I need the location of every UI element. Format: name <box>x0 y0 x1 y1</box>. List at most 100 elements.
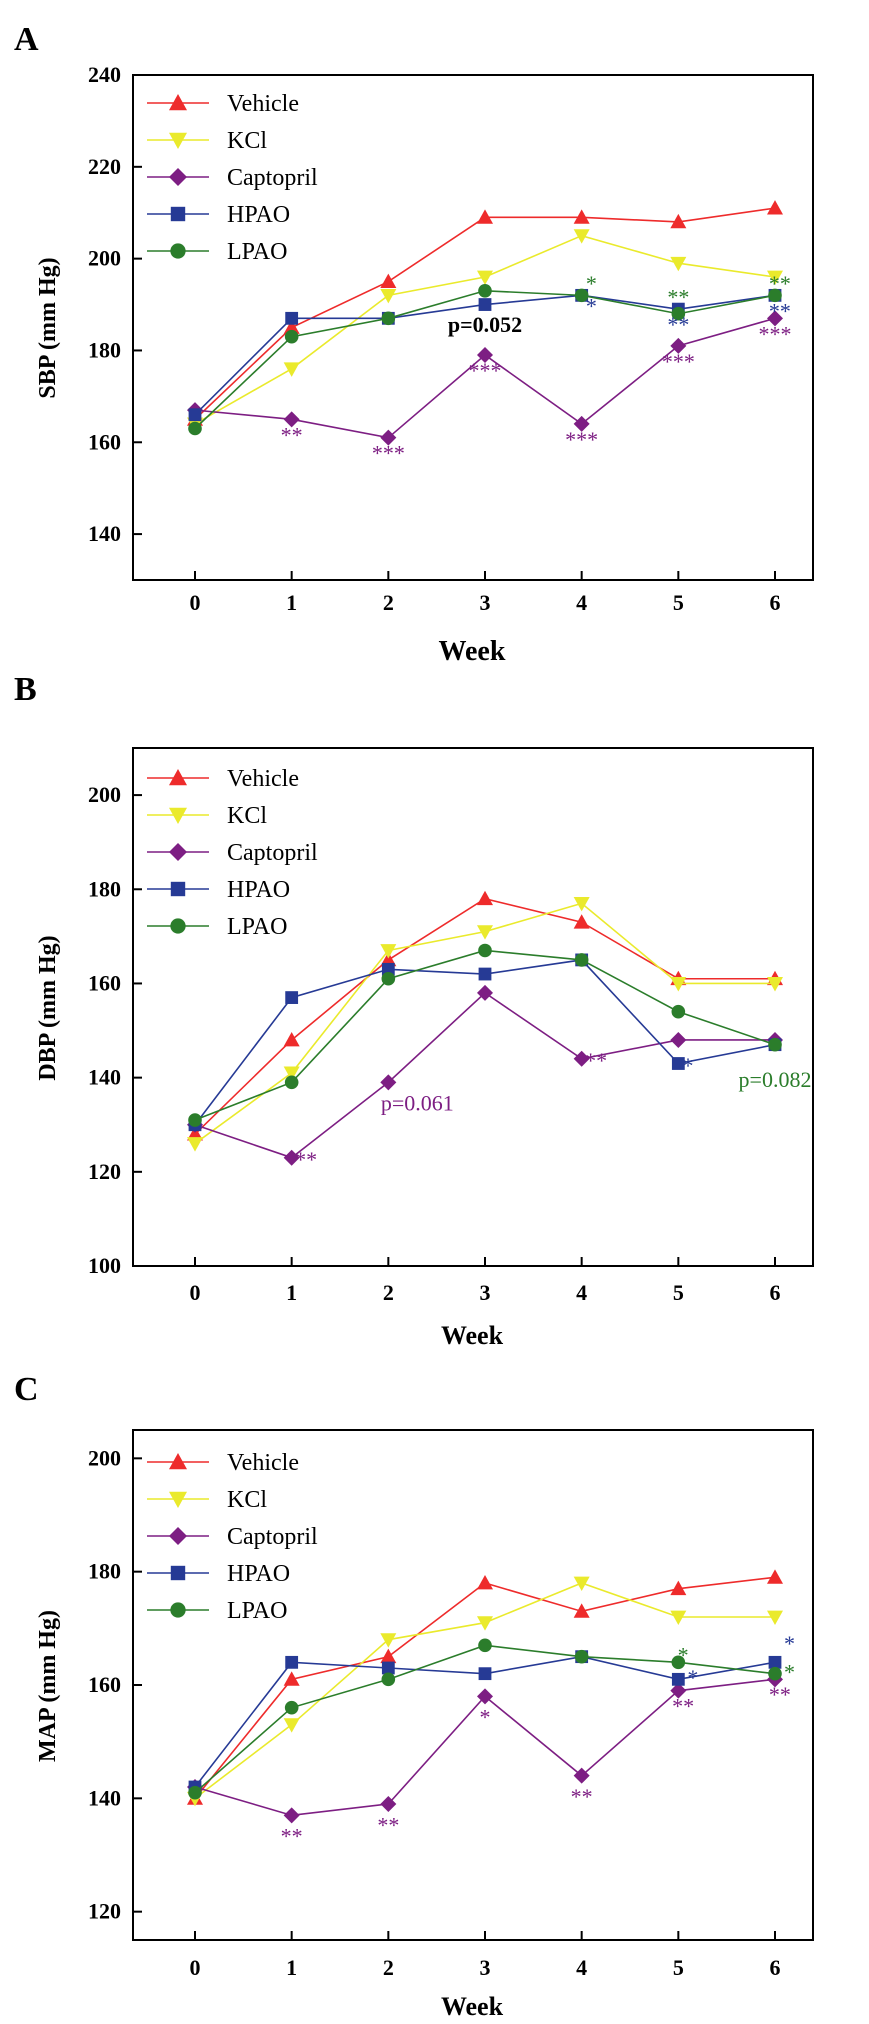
data-point-a-hpao-1 <box>285 311 299 325</box>
legend-label-a-hpao: HPAO <box>227 202 290 228</box>
data-point-c-kcl-1 <box>283 1718 300 1733</box>
data-point-b-lpao-0 <box>188 1113 202 1127</box>
annotation-a-2: *** <box>469 358 502 383</box>
data-point-c-captopril-3 <box>477 1688 493 1705</box>
data-point-c-kcl-6 <box>767 1610 783 1625</box>
legend-a: Vehicle KCl Captopril HPAO LPAO <box>147 91 318 265</box>
data-point-c-hpao-3 <box>478 1667 492 1681</box>
y-tick-label-c-120: 120 <box>88 1899 121 1924</box>
annotation-c-7: * <box>784 1631 795 1656</box>
x-tick-label-c-2: 2 <box>383 1955 394 1980</box>
data-point-a-vehicle-2 <box>380 273 397 288</box>
data-point-a-lpao-4 <box>574 288 589 303</box>
plot-frame-b <box>132 747 814 1267</box>
legend-label-c-vehicle: Vehicle <box>227 1450 299 1476</box>
data-point-b-vehicle-4 <box>573 914 590 929</box>
legend-label-c-lpao: LPAO <box>227 1598 287 1624</box>
x-tick-label-a-3: 3 <box>480 590 491 615</box>
x-tick-label-b-3: 3 <box>480 1280 491 1305</box>
x-tick-label-b-0: 0 <box>190 1280 201 1305</box>
data-point-b-captopril-3 <box>477 984 493 1001</box>
data-point-b-kcl-1 <box>283 1066 300 1081</box>
annotation-a-3: p=0.052 <box>448 312 522 337</box>
annotation-c-9: ** <box>769 1682 791 1707</box>
data-point-c-lpao-4 <box>574 1649 589 1664</box>
data-point-b-kcl-0 <box>187 1137 203 1152</box>
legend-marker-a-captopril <box>169 168 187 186</box>
y-tick-label-b-120: 120 <box>88 1159 121 1184</box>
x-tick-label-b-1: 1 <box>286 1280 297 1305</box>
data-point-c-hpao-1 <box>285 1655 299 1669</box>
data-point-b-captopril-2 <box>380 1074 397 1091</box>
data-point-c-vehicle-5 <box>670 1580 687 1596</box>
panel-letter-c: C <box>14 1371 39 1408</box>
legend-label-b-lpao: LPAO <box>227 914 287 940</box>
legend-label-b-hpao: HPAO <box>227 877 290 903</box>
panel-letter-b: B <box>14 671 37 708</box>
annotation-c-3: ** <box>571 1784 593 1809</box>
legend-c: Vehicle KCl Captopril HPAO LPAO <box>147 1450 318 1624</box>
annotation-c-8: * <box>784 1659 795 1684</box>
panel-a: A SBP (mm Hg) Week 140 160 180 200 220 240 0 1 2… <box>14 21 814 667</box>
x-tick-label-a-4: 4 <box>576 590 587 615</box>
data-point-b-vehicle-1 <box>283 1031 300 1047</box>
x-tick-label-b-6: 6 <box>770 1280 781 1305</box>
data-point-a-captopril-1 <box>283 411 300 428</box>
data-point-b-hpao-3 <box>478 967 492 981</box>
data-point-c-lpao-5 <box>671 1655 686 1670</box>
x-tick-label-a-2: 2 <box>383 590 394 615</box>
data-point-b-kcl-6 <box>767 977 783 992</box>
y-tick-label-a-140: 140 <box>88 521 121 546</box>
annotation-a-0: ** <box>281 422 303 447</box>
data-point-a-hpao-0 <box>188 408 202 422</box>
data-point-c-kcl-2 <box>380 1633 397 1648</box>
legend-marker-a-vehicle <box>169 94 187 111</box>
y-tick-label-a-240: 240 <box>88 62 121 87</box>
x-tick-label-c-6: 6 <box>770 1955 781 1980</box>
x-tick-label-c-0: 0 <box>190 1955 201 1980</box>
x-tick-label-c-5: 5 <box>673 1955 684 1980</box>
annotation-c-1: ** <box>377 1812 399 1837</box>
legend-label-c-kcl: KCl <box>227 1487 267 1513</box>
panel-b: B DBP (mm Hg) Week 100 120 140 160 180 200 0 1 2… <box>14 671 814 1350</box>
x-axis-title-a: Week <box>439 636 506 667</box>
annotation-b-3: * <box>683 1053 694 1078</box>
annotation-c-6: ** <box>672 1693 694 1718</box>
data-point-a-kcl-3 <box>477 270 493 285</box>
legend-marker-a-lpao <box>170 243 186 259</box>
legend-marker-a-hpao <box>170 206 186 222</box>
y-tick-label-a-220: 220 <box>88 154 121 179</box>
data-point-c-captopril-5 <box>670 1682 687 1699</box>
y-tick-label-b-200: 200 <box>88 782 121 807</box>
legend-label-a-lpao: LPAO <box>227 239 287 265</box>
x-axis-title-b: Week <box>441 1321 504 1350</box>
data-point-c-vehicle-3 <box>477 1575 493 1590</box>
legend-label-b-captopril: Captopril <box>227 840 318 866</box>
legend-marker-b-lpao <box>170 918 186 934</box>
y-tick-label-c-140: 140 <box>88 1785 121 1810</box>
data-point-a-lpao-3 <box>478 283 492 298</box>
data-point-a-lpao-0 <box>188 421 202 436</box>
data-point-a-hpao-3 <box>478 298 492 311</box>
annotation-a-10: ** <box>769 271 791 296</box>
legend-marker-b-captopril <box>169 843 187 861</box>
x-tick-label-c-4: 4 <box>576 1955 587 1980</box>
data-point-a-kcl-1 <box>283 362 300 377</box>
y-tick-label-a-180: 180 <box>88 337 121 362</box>
data-point-b-vehicle-3 <box>477 890 493 906</box>
panel-letter-a: A <box>14 21 39 58</box>
legend-marker-c-lpao <box>170 1602 186 1618</box>
data-point-a-kcl-5 <box>670 256 687 272</box>
data-point-b-lpao-3 <box>478 943 492 958</box>
data-point-a-captopril-2 <box>380 429 397 446</box>
data-point-b-kcl-4 <box>573 897 590 912</box>
y-tick-label-a-160: 160 <box>88 429 121 454</box>
x-tick-label-a-0: 0 <box>190 590 201 615</box>
data-point-c-kcl-5 <box>670 1610 687 1625</box>
data-point-b-hpao-5 <box>671 1057 685 1070</box>
annotation-c-2: * <box>480 1705 491 1730</box>
y-axis-title-c: MAP (mm Hg) <box>35 1610 61 1762</box>
data-point-a-vehicle-4 <box>573 209 590 224</box>
data-point-c-vehicle-2 <box>380 1648 397 1664</box>
data-point-a-vehicle-3 <box>477 209 493 224</box>
